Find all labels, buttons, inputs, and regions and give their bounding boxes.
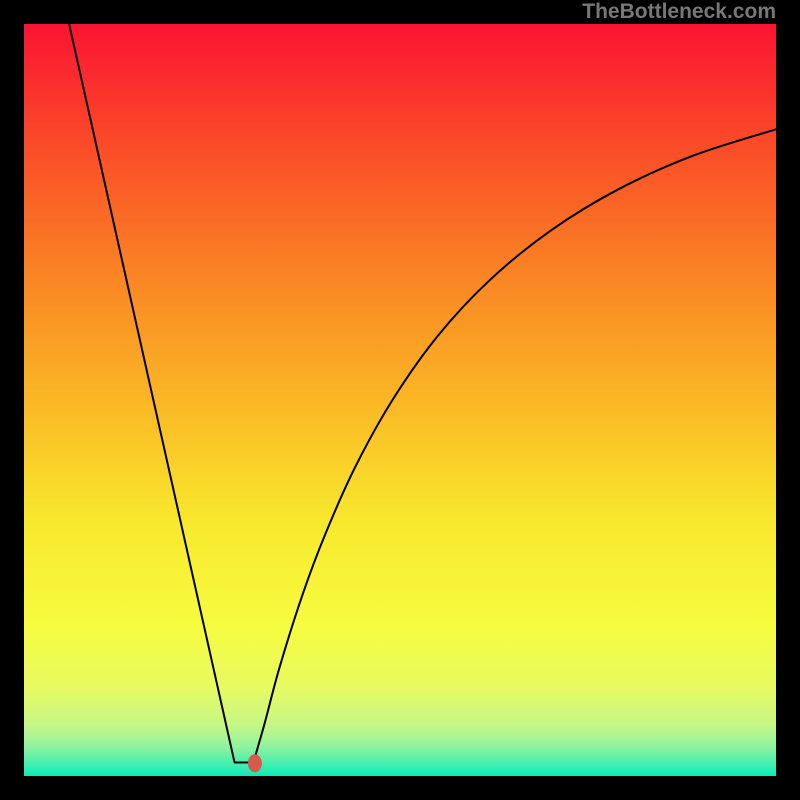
frame-right	[776, 0, 800, 800]
frame-left	[0, 0, 24, 800]
frame-bottom	[0, 776, 800, 800]
watermark-text: TheBottleneck.com	[582, 0, 776, 24]
gradient-background	[24, 24, 776, 776]
chart-svg	[24, 24, 776, 776]
optimum-marker	[248, 754, 262, 772]
chart-plot-area	[24, 24, 776, 776]
